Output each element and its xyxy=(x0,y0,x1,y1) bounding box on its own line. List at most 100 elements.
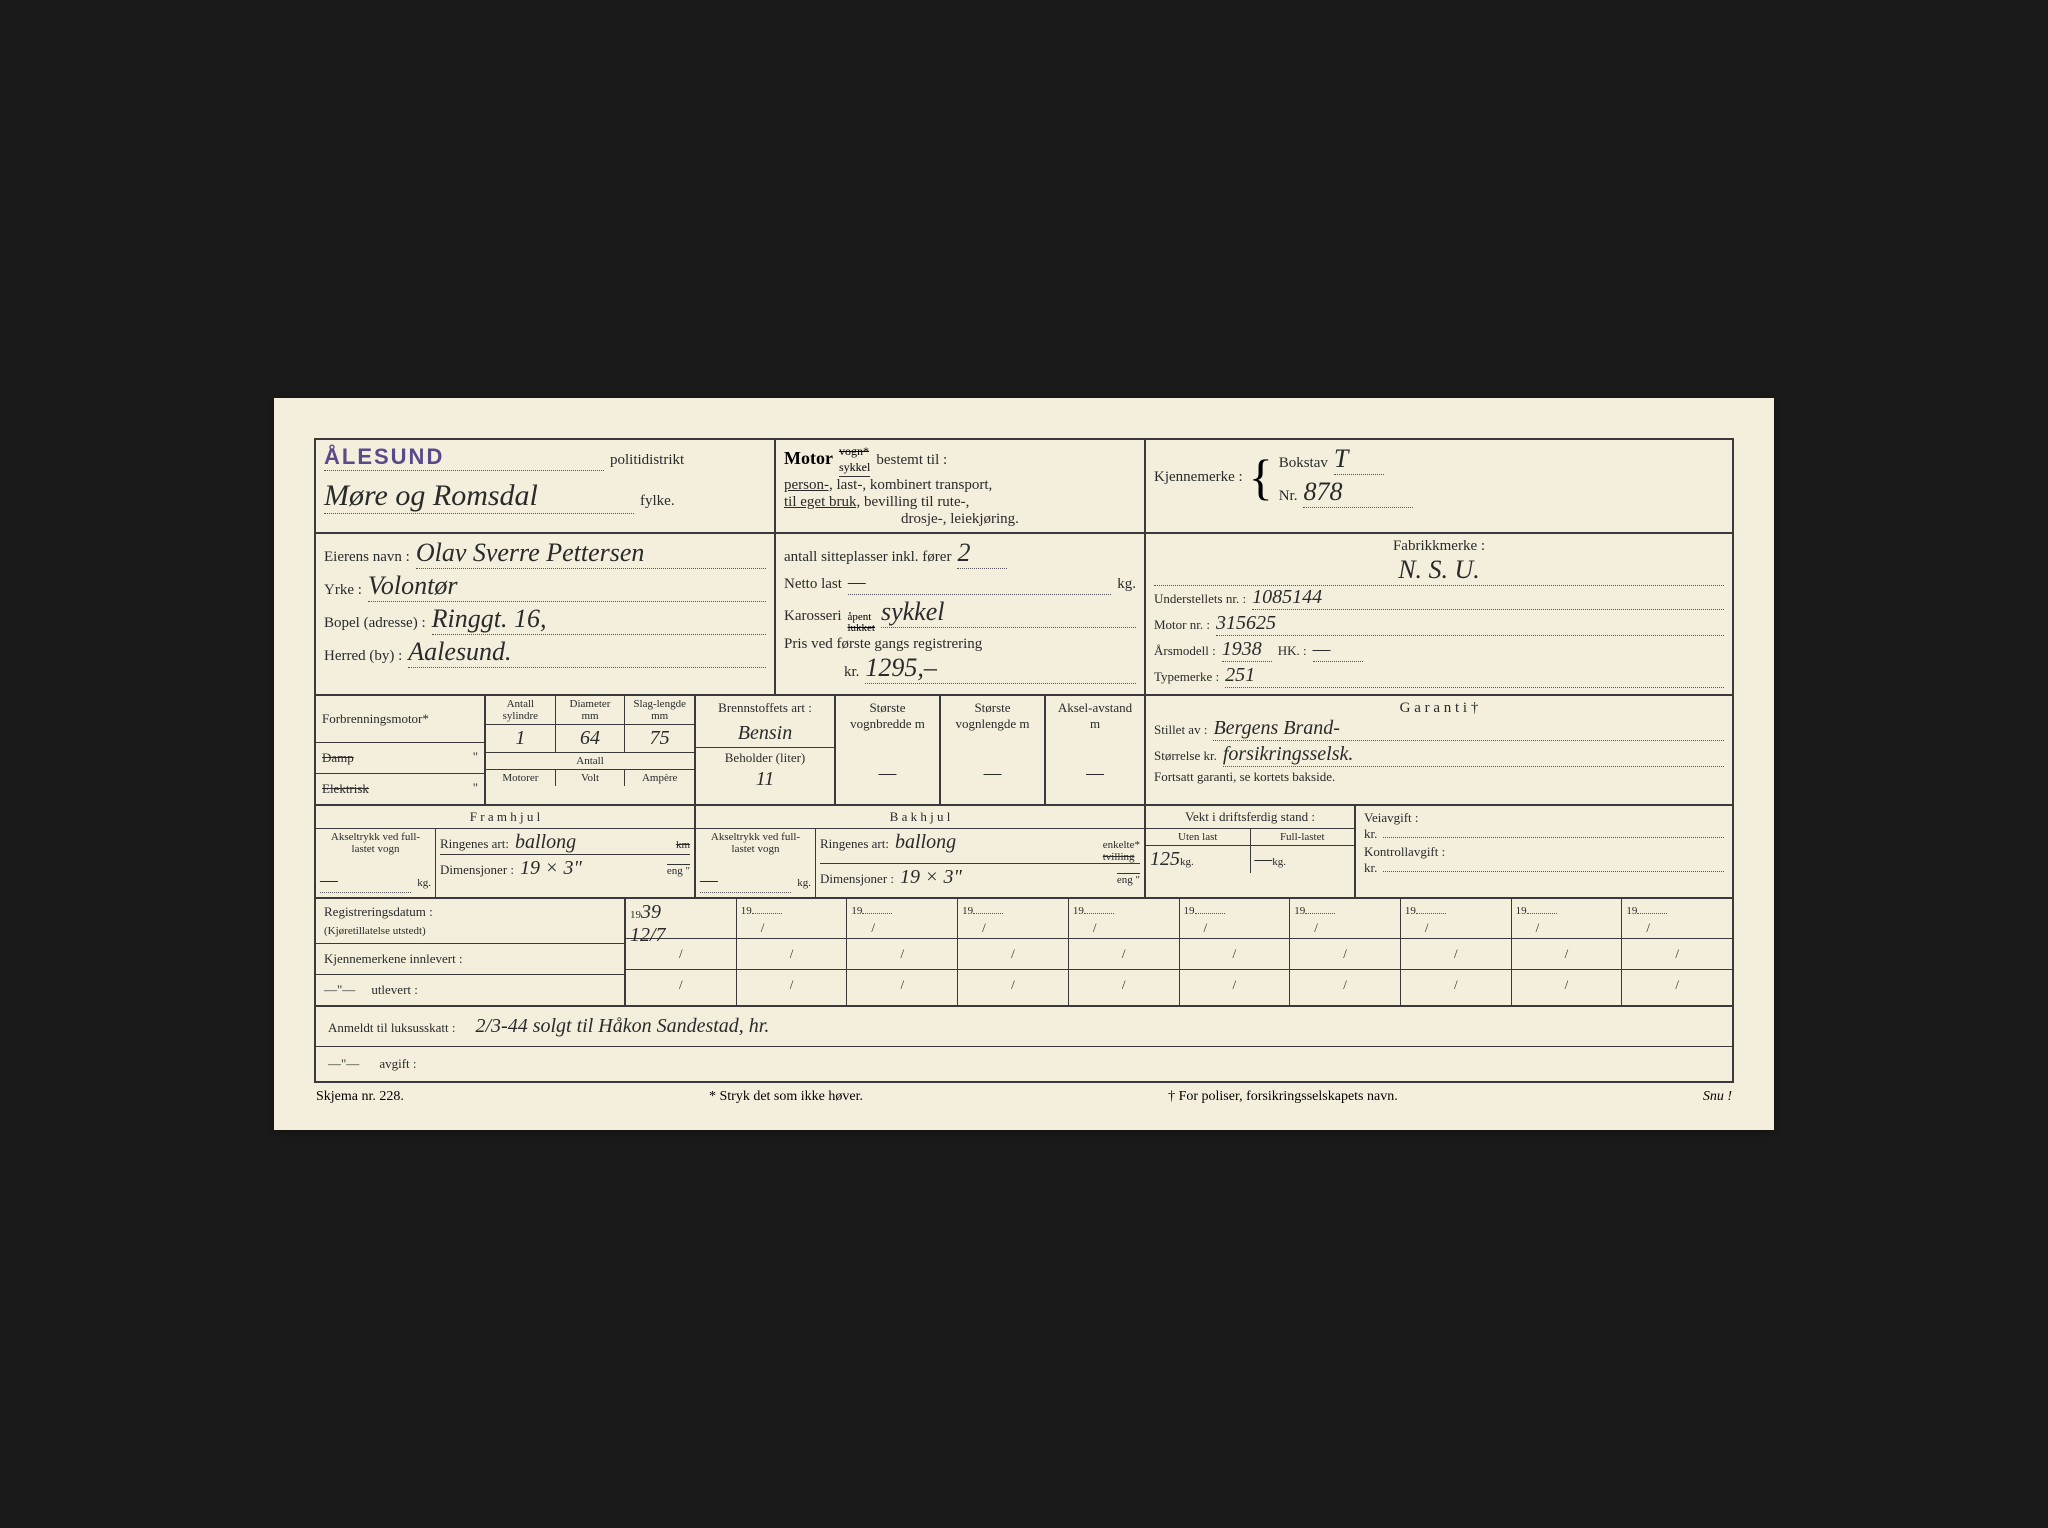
navn-value: Olav Sverre Pettersen xyxy=(416,538,645,567)
motor-line1b: last-, kombinert transport, xyxy=(833,477,993,493)
fabrikk-cell: Fabrikkmerke : N. S. U. Understellets nr… xyxy=(1146,534,1732,694)
slag-val: 75 xyxy=(650,727,670,749)
karosseri-value: sykkel xyxy=(881,597,945,626)
motornr-value: 315625 xyxy=(1216,612,1276,634)
eng-f: eng " xyxy=(667,864,690,877)
stillet-value: Bergens Brand- xyxy=(1213,717,1339,739)
eng-b: eng " xyxy=(1117,873,1140,886)
understell-value: 1085144 xyxy=(1252,586,1322,608)
fabrikk-value: N. S. U. xyxy=(1398,555,1480,584)
aksel-b-val: — xyxy=(700,869,718,891)
reg-sub: (Kjøretillatelse utstedt) xyxy=(324,925,426,937)
syl-val: 1 xyxy=(515,727,525,749)
hk-label: HK. : xyxy=(1278,643,1307,659)
brennstoff-cell: Brennstoffets art : Bensin Beholder (lit… xyxy=(696,696,836,804)
skjema-nr: Skjema nr. 228. xyxy=(316,1089,404,1105)
storrelse-value: forsikringsselsk. xyxy=(1223,743,1354,765)
dim-f-label: Dimensjoner : xyxy=(440,862,514,878)
pris-kr: kr. xyxy=(844,664,859,681)
aksel-b-kg: kg. xyxy=(797,877,811,889)
km-f-strike: km xyxy=(676,839,690,851)
vogn-strike: vogn* xyxy=(839,444,869,458)
karosseri-label: Karosseri xyxy=(784,608,841,625)
lengde-cell: Største vognlengde m — xyxy=(941,696,1046,804)
date-column: 19/// xyxy=(1401,899,1512,1005)
slag-hdr: Slag-lengde mm xyxy=(625,696,694,724)
bopel-value: Ringgt. 16, xyxy=(432,604,547,633)
navn-label: Eierens navn : xyxy=(324,549,410,566)
registration-card: ÅLESUND politidistrikt Møre og Romsdal f… xyxy=(274,398,1774,1129)
vekt-cell: Vekt i driftsferdig stand : Uten last Fu… xyxy=(1146,806,1356,897)
typemerke-value: 251 xyxy=(1225,664,1255,686)
dim-b-label: Dimensjoner : xyxy=(820,871,894,887)
pris-label: Pris ved første gangs registrering xyxy=(784,636,1136,653)
motor-title: Motor xyxy=(784,448,833,468)
bakhjul-cell: B a k h j u l Akseltrykk ved full-lastet… xyxy=(696,806,1146,897)
netto-label: Netto last xyxy=(784,576,842,593)
kon-kr: kr. xyxy=(1364,860,1377,876)
volt-hdr: Volt xyxy=(556,770,626,786)
ampere-hdr: Ampère xyxy=(625,770,694,786)
date-column: 19/// xyxy=(1069,899,1180,1005)
full-val: — xyxy=(1255,848,1273,870)
dates-grid: 193912/7//19///19///19///19///19///19///… xyxy=(626,899,1732,1005)
fylke-value: Møre og Romsdal xyxy=(324,479,538,512)
specs-cell: antall sitteplasser inkl. fører 2 Netto … xyxy=(776,534,1146,694)
motor-line2b: bevilling til rute-, xyxy=(860,494,969,510)
antall-hdr: Antall xyxy=(486,753,694,770)
wheels-row: F r a m h j u l Akseltrykk ved full-last… xyxy=(316,806,1732,899)
framhjul-title: F r a m h j u l xyxy=(316,806,694,829)
lukket-text: lukket xyxy=(847,622,875,634)
vekt-title: Vekt i driftsferdig stand : xyxy=(1146,806,1354,829)
district-cell: ÅLESUND politidistrikt Møre og Romsdal f… xyxy=(316,440,776,531)
bokstav-label: Bokstav xyxy=(1279,455,1328,472)
veiavgift-label: Veiavgift : xyxy=(1364,810,1724,826)
aksel-f-val: — xyxy=(320,869,338,891)
stryk-note: * Stryk det som ikke høver. xyxy=(709,1089,863,1105)
bredde-cell: Største vognbredde m — xyxy=(836,696,941,804)
dates-labels: Registreringsdatum : (Kjøretillatelse ut… xyxy=(316,899,626,1005)
form-border: ÅLESUND politidistrikt Møre og Romsdal f… xyxy=(314,438,1734,1082)
herred-value: Aalesund. xyxy=(408,637,511,666)
typemerke-label: Typemerke : xyxy=(1154,669,1219,685)
ring-b-val: ballong xyxy=(895,831,956,854)
anmeldt-value: 2/3-44 solgt til Håkon Sandestad, hr. xyxy=(475,1015,769,1037)
herred-label: Herred (by) : xyxy=(324,648,402,665)
lengde-hdr: Største vognlengde m xyxy=(949,700,1036,732)
owner-cell: Eierens navn : Olav Sverre Pettersen Yrk… xyxy=(316,534,776,694)
aarsmodell-value: 1938 xyxy=(1222,638,1262,660)
cylinder-cell: Antall sylindre Diameter mm Slag-lengde … xyxy=(486,696,696,804)
date-column: 19/// xyxy=(958,899,1069,1005)
netto-value: — xyxy=(848,571,866,593)
aksel-f-label: Akseltrykk ved full-lastet vogn xyxy=(320,831,431,855)
fylke-label: fylke. xyxy=(640,493,675,510)
bredde-hdr: Største vognbredde m xyxy=(844,700,931,732)
avgift-cell: Veiavgift : kr. Kontrollavgift : kr. xyxy=(1356,806,1732,897)
ring-b-label: Ringenes art: xyxy=(820,836,889,852)
engine-type-cell: Forbrenningsmotor* Damp " Elektrisk " xyxy=(316,696,486,804)
yrke-value: Volontør xyxy=(368,571,458,600)
kjenn-inn-label: Kjennemerkene innlevert : xyxy=(324,951,463,966)
uten-kg: kg. xyxy=(1180,856,1194,868)
elektrisk-label: Elektrisk xyxy=(322,781,369,796)
aksel-val: — xyxy=(1086,762,1104,784)
syl-hdr: Antall sylindre xyxy=(486,696,556,724)
full-kg: kg. xyxy=(1272,856,1286,868)
damp-ditto: " xyxy=(473,749,478,765)
pris-value: 1295,– xyxy=(865,653,937,682)
enkelte-text: enkelte* xyxy=(1103,839,1140,851)
utlevert-label: utlevert : xyxy=(371,982,418,997)
brace-icon: { xyxy=(1249,457,1273,497)
dates-row: Registreringsdatum : (Kjøretillatelse ut… xyxy=(316,899,1732,1007)
full-hdr: Full-lastet xyxy=(1251,829,1355,845)
netto-unit: kg. xyxy=(1117,576,1136,593)
utlevert-ditto: —"— xyxy=(324,982,355,997)
ring-f-label: Ringenes art: xyxy=(440,836,509,852)
kontroll-label: Kontrollavgift : xyxy=(1364,844,1724,860)
poliser-note: † For poliser, forsikringsselskapets nav… xyxy=(1168,1089,1398,1105)
aksel-f-kg: kg. xyxy=(417,877,431,889)
framhjul-cell: F r a m h j u l Akseltrykk ved full-last… xyxy=(316,806,696,897)
dim-b-val: 19 × 3" xyxy=(900,866,962,889)
kjennemerke-cell: Kjennemerke : { Bokstav T Nr. 878 xyxy=(1146,440,1732,531)
footer: Skjema nr. 228. * Stryk det som ikke høv… xyxy=(314,1083,1734,1105)
